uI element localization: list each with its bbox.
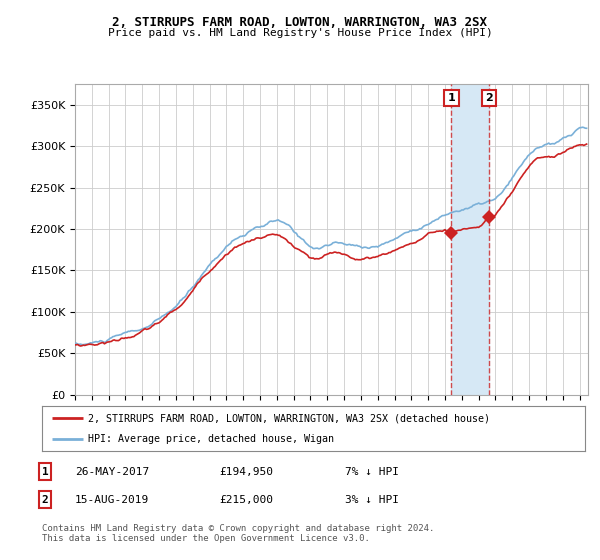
Text: 7% ↓ HPI: 7% ↓ HPI — [345, 466, 399, 477]
Text: 2: 2 — [485, 93, 493, 103]
Text: 1: 1 — [448, 93, 455, 103]
Text: 3% ↓ HPI: 3% ↓ HPI — [345, 494, 399, 505]
Text: 2: 2 — [41, 494, 49, 505]
Text: 26-MAY-2017: 26-MAY-2017 — [75, 466, 149, 477]
Text: Price paid vs. HM Land Registry's House Price Index (HPI): Price paid vs. HM Land Registry's House … — [107, 28, 493, 38]
Bar — [451, 84, 489, 395]
Text: 15-AUG-2019: 15-AUG-2019 — [75, 494, 149, 505]
Text: Contains HM Land Registry data © Crown copyright and database right 2024.
This d: Contains HM Land Registry data © Crown c… — [42, 524, 434, 543]
Text: £194,950: £194,950 — [219, 466, 273, 477]
Text: 2, STIRRUPS FARM ROAD, LOWTON, WARRINGTON, WA3 2SX (detached house): 2, STIRRUPS FARM ROAD, LOWTON, WARRINGTO… — [88, 413, 490, 423]
Text: £215,000: £215,000 — [219, 494, 273, 505]
Text: HPI: Average price, detached house, Wigan: HPI: Average price, detached house, Wiga… — [88, 433, 334, 444]
Text: 2, STIRRUPS FARM ROAD, LOWTON, WARRINGTON, WA3 2SX: 2, STIRRUPS FARM ROAD, LOWTON, WARRINGTO… — [113, 16, 487, 29]
Text: 1: 1 — [41, 466, 49, 477]
